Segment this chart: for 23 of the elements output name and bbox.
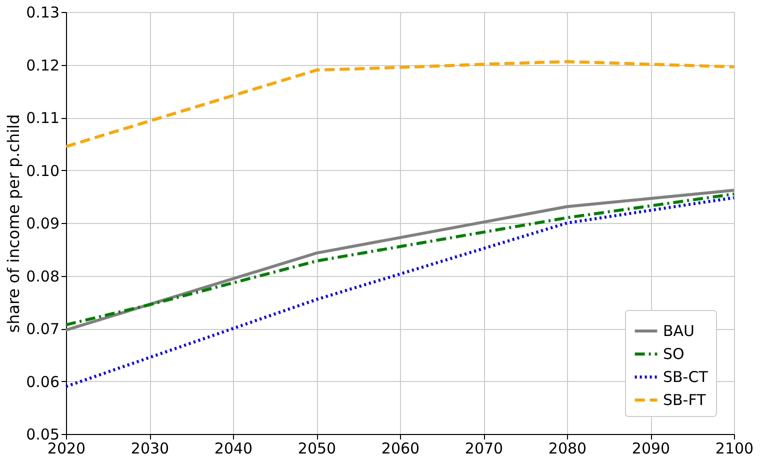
line-series bbox=[64, 60, 736, 148]
x-tick-label: 2060 bbox=[381, 440, 420, 458]
line-series bbox=[64, 196, 736, 388]
y-tick-label: 0.11 bbox=[26, 109, 60, 127]
x-tick-label: 2100 bbox=[715, 440, 754, 458]
legend-label: BAU bbox=[663, 322, 695, 340]
x-tick-label: 2030 bbox=[130, 440, 170, 458]
x-tick-label: 2080 bbox=[548, 440, 587, 458]
x-tick-label: 2090 bbox=[632, 440, 670, 458]
x-tick-label: 2040 bbox=[214, 440, 253, 458]
y-axis-title: share of income per p.child bbox=[4, 114, 24, 333]
legend-label: SB-FT bbox=[663, 391, 707, 409]
legend-label: SB-CT bbox=[663, 368, 709, 386]
y-tick-label: 0.12 bbox=[26, 56, 60, 74]
y-tick-label: 0.10 bbox=[26, 162, 60, 180]
y-tick-label: 0.08 bbox=[26, 267, 60, 286]
y-tick-label: 0.13 bbox=[26, 4, 60, 22]
x-tick-label: 2050 bbox=[298, 440, 336, 458]
y-tick-label: 0.09 bbox=[26, 214, 60, 232]
x-tick-label: 2070 bbox=[464, 440, 504, 458]
y-tick-label: 0.07 bbox=[26, 320, 60, 338]
legend-label: SO bbox=[663, 345, 684, 363]
y-tick-label: 0.06 bbox=[26, 372, 60, 391]
